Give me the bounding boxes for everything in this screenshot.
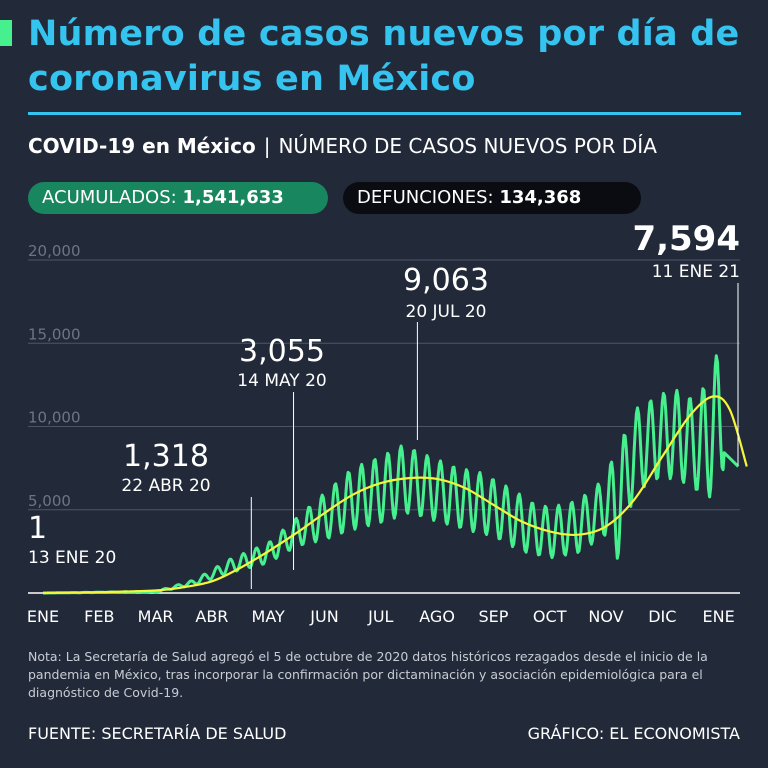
accumulated-label: ACUMULADOS: bbox=[42, 187, 177, 208]
cases-chart: 5,000 10,000 15,000 20,000 ENE FEB MAR ABR MAY JU… bbox=[27, 225, 748, 626]
x-tick-label: MAY bbox=[252, 607, 286, 626]
annotation-value: 3,055 bbox=[239, 334, 325, 369]
annotation-value: 1 bbox=[28, 511, 47, 546]
y-tick-label: 15,000 bbox=[28, 325, 81, 343]
x-tick-label: MAR bbox=[138, 607, 174, 626]
accumulated-value: 1,541,633 bbox=[182, 187, 284, 208]
x-tick-label: JUL bbox=[367, 607, 393, 626]
subtitle-separator: | bbox=[263, 134, 271, 158]
deaths-label: DEFUNCIONES: bbox=[357, 187, 494, 208]
graphic-credit: GRÁFICO: EL ECONOMISTA bbox=[527, 724, 740, 743]
annotation-date: 14 MAY 20 bbox=[237, 371, 326, 391]
annotation-date: 20 JUL 20 bbox=[406, 302, 487, 322]
y-tick-label: 5,000 bbox=[28, 492, 71, 510]
title-accent-bar bbox=[0, 20, 12, 46]
daily-cases-line bbox=[42, 354, 740, 595]
x-tick-label: JUN bbox=[309, 607, 338, 626]
y-tick-label: 10,000 bbox=[28, 409, 81, 427]
x-tick-label: DIC bbox=[648, 607, 676, 626]
annotation-value: 7,594 bbox=[632, 225, 740, 259]
deaths-value: 134,368 bbox=[499, 187, 582, 208]
title-divider bbox=[28, 112, 741, 115]
annotation-date: 22 ABR 20 bbox=[121, 476, 210, 496]
x-tick-label: SEP bbox=[478, 607, 508, 626]
deaths-badge: DEFUNCIONES: 134,368 bbox=[343, 182, 641, 214]
x-tick-label: ENE bbox=[27, 607, 59, 626]
subtitle-text: NÚMERO DE CASOS NUEVOS POR DÍA bbox=[278, 134, 657, 158]
annotation-date: 13 ENE 20 bbox=[28, 548, 116, 568]
y-tick-label: 20,000 bbox=[28, 242, 81, 260]
chart-subtitle: COVID-19 en México | NÚMERO DE CASOS NUEVO… bbox=[28, 134, 657, 158]
x-tick-label: AGO bbox=[419, 607, 455, 626]
x-tick-label: ABR bbox=[195, 607, 228, 626]
subtitle-bold: COVID-19 en México bbox=[28, 134, 256, 158]
chart-note: Nota: La Secretaría de Salud agregó el 5… bbox=[28, 649, 708, 700]
accumulated-badge: ACUMULADOS: 1,541,633 bbox=[28, 182, 328, 214]
x-tick-label: NOV bbox=[588, 607, 623, 626]
page-title: Número de casos nuevos por día de corona… bbox=[28, 14, 740, 99]
trend-line bbox=[42, 395, 748, 595]
source-credit: FUENTE: SECRETARÍA DE SALUD bbox=[28, 724, 287, 743]
x-tick-label: ENE bbox=[703, 607, 735, 626]
x-tick-label: OCT bbox=[533, 607, 567, 626]
x-tick-label: FEB bbox=[84, 607, 114, 626]
annotation-date: 11 ENE 21 bbox=[652, 262, 740, 282]
annotation-value: 9,063 bbox=[403, 263, 489, 298]
annotation-value: 1,318 bbox=[123, 439, 209, 474]
